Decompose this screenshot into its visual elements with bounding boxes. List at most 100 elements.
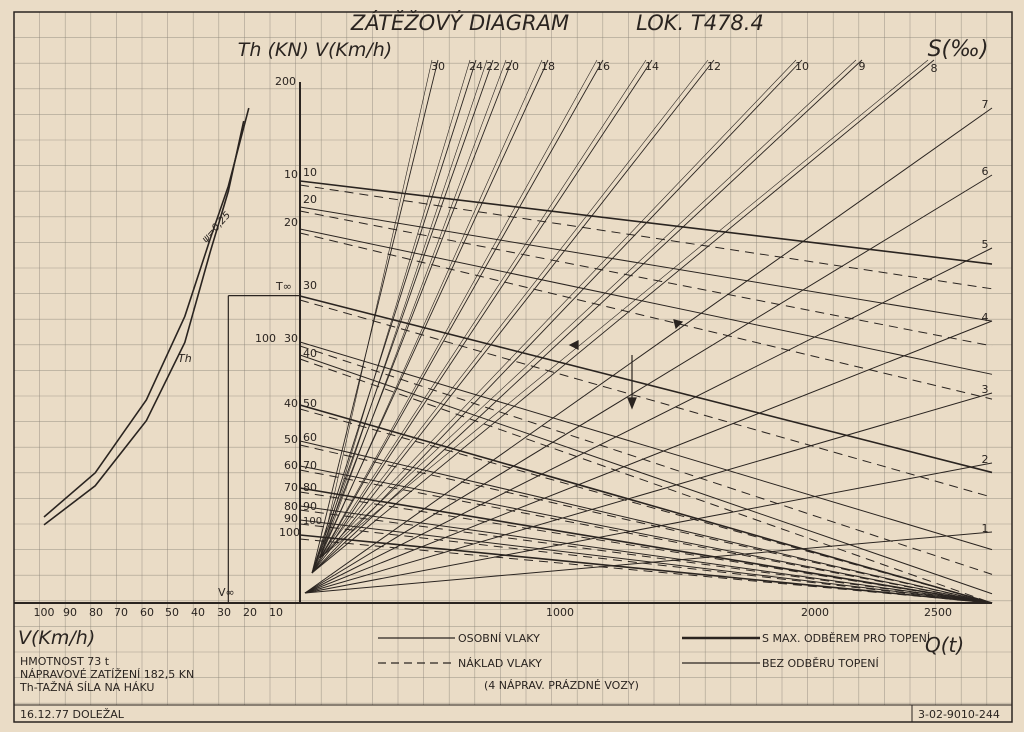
speed-outer-label: 70 bbox=[284, 481, 298, 494]
speed-outer-label: 60 bbox=[284, 459, 298, 472]
gradient-line-top bbox=[311, 59, 604, 574]
gradient-label: 16 bbox=[596, 60, 610, 73]
date-author: 16.12.77 DOLEŽAL bbox=[20, 708, 125, 721]
speed-inner-label: 30 bbox=[303, 279, 317, 292]
locomotive-label: LOK. T478.4 bbox=[636, 11, 764, 35]
gradient-label: 12 bbox=[707, 60, 721, 73]
speed-line-dashed bbox=[299, 184, 993, 290]
speed-line-dashed bbox=[299, 538, 993, 604]
gradient-line-top-alt bbox=[319, 59, 709, 559]
gradient-label: 4 bbox=[982, 311, 989, 324]
left-curves bbox=[43, 107, 300, 603]
speed-line-solid bbox=[299, 295, 993, 474]
speed-line-dashed bbox=[299, 232, 993, 400]
q-tick-2500: 2500 bbox=[924, 606, 952, 619]
v-continuous-label: V∞ bbox=[218, 586, 235, 599]
gradient-line-top-alt bbox=[319, 59, 543, 559]
speed-inner-label: 40 bbox=[303, 347, 317, 360]
example-arrow bbox=[568, 319, 684, 410]
speed-line-dashed bbox=[299, 210, 993, 347]
speed-line-solid bbox=[299, 534, 993, 604]
speed-outer-label: 80 bbox=[284, 500, 298, 513]
speed-inner-label: 80 bbox=[303, 481, 317, 494]
gradient-line-top-alt bbox=[319, 59, 929, 559]
gradient-label: 8 bbox=[931, 62, 938, 75]
speed-line-solid bbox=[299, 505, 993, 604]
info-traction: Th-TAŽNÁ SÍLA NA HÁKU bbox=[19, 681, 154, 694]
speed-line-solid bbox=[299, 354, 993, 595]
v-tick: 50 bbox=[165, 606, 179, 619]
gradient-line-top bbox=[311, 59, 863, 574]
speed-line-dashed bbox=[299, 469, 993, 604]
speed-inner-label: 70 bbox=[303, 459, 317, 472]
speed-line-solid bbox=[299, 206, 993, 322]
speed-line-dashed bbox=[299, 345, 993, 575]
speed-line-dashed bbox=[299, 509, 993, 604]
gradient-label: 20 bbox=[505, 60, 519, 73]
q-axis-title: Q(t) bbox=[925, 633, 964, 657]
gradient-line-top bbox=[311, 59, 653, 574]
v-tick: 20 bbox=[243, 606, 257, 619]
gradient-line-right bbox=[304, 531, 993, 594]
gradient-line-top bbox=[311, 59, 513, 574]
speed-line-solid bbox=[299, 465, 993, 604]
gradient-line-right bbox=[304, 392, 993, 594]
doc-number: 3-02-9010-244 bbox=[918, 708, 1000, 721]
th-curve-1 bbox=[43, 107, 250, 518]
legend-item-no-heating: BEZ ODBĚRU TOPENÍ bbox=[762, 657, 879, 670]
v-tick: 80 bbox=[89, 606, 103, 619]
v-tick: 100 bbox=[34, 606, 55, 619]
gradient-label: 14 bbox=[645, 60, 659, 73]
gradient-line-top bbox=[311, 59, 477, 574]
left-axis-title: Th (KN) V(Km/h) bbox=[238, 39, 392, 61]
speed-line-dashed bbox=[299, 444, 993, 604]
speed-inner-label: 20 bbox=[303, 193, 317, 206]
speed-outer-label: 40 bbox=[284, 397, 298, 410]
gradient-line-right bbox=[304, 174, 993, 594]
gradient-line-top bbox=[311, 59, 715, 574]
t-continuous-label: T∞ bbox=[275, 280, 292, 293]
bottom-left-axis-title: V(Km/h) bbox=[18, 627, 95, 649]
gradient-line-right bbox=[304, 107, 993, 594]
gradient-line-top bbox=[311, 59, 935, 574]
q-tick-1000: 1000 bbox=[546, 606, 574, 619]
speed-outer-label: 50 bbox=[284, 433, 298, 446]
gradient-line-top bbox=[311, 59, 439, 574]
gradient-label: 10 bbox=[795, 60, 809, 73]
th-tick-100: 100 bbox=[255, 332, 276, 345]
gradient-label: 22 bbox=[486, 60, 500, 73]
speed-inner-label: 90 bbox=[303, 500, 317, 513]
gradient-label: 1 bbox=[982, 522, 989, 535]
speed-outer-label: 30 bbox=[284, 332, 298, 345]
v-axis-ticks: 100 90 80 70 60 50 40 30 20 10 bbox=[34, 606, 284, 619]
th-tick-200: 200 bbox=[275, 75, 296, 88]
v-tick: 60 bbox=[140, 606, 154, 619]
legend-item-freight: NÁKLAD VLAKY bbox=[458, 657, 542, 670]
speed-outer-label: 20 bbox=[284, 216, 298, 229]
speed-line-dashed bbox=[299, 523, 993, 604]
gradient-labels-top: 30 24 22 20 18 16 14 12 10 9 8 bbox=[431, 60, 938, 75]
gradient-line-top-alt bbox=[319, 59, 797, 559]
chart-title: ZÁTĚŽOVÝ DIAGRAM bbox=[350, 10, 569, 35]
gradient-label: 2 bbox=[982, 453, 989, 466]
speed-line-solid bbox=[299, 404, 993, 604]
speed-line-solid bbox=[299, 180, 993, 265]
speed-line-dashed bbox=[299, 491, 993, 604]
speed-line-solid bbox=[299, 519, 993, 604]
speed-line-solid bbox=[299, 228, 993, 375]
right-axis-title: S(‰) bbox=[928, 37, 989, 62]
legend: OSOBNÍ VLAKY NÁKLAD VLAKY (4 NÁPRAV. PRÁ… bbox=[378, 632, 930, 692]
th-curve-0 bbox=[43, 120, 245, 526]
speed-line-solid bbox=[299, 341, 993, 551]
q-tick-2000: 2000 bbox=[801, 606, 829, 619]
speed-inner-label: 50 bbox=[303, 397, 317, 410]
speed-line-solid bbox=[299, 487, 993, 604]
th-curve-label: Th bbox=[178, 352, 192, 365]
speed-lines bbox=[299, 180, 993, 604]
gradient-label: 5 bbox=[982, 238, 989, 251]
gradient-line-top-alt bbox=[319, 59, 857, 559]
speed-scale-outer: 10 20 30 40 50 60 70 80 90 100 bbox=[279, 168, 300, 539]
gradient-label: 24 bbox=[469, 60, 483, 73]
gradient-label: 9 bbox=[859, 60, 866, 73]
